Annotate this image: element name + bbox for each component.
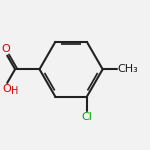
Text: Cl: Cl bbox=[81, 112, 92, 122]
Text: O: O bbox=[1, 44, 10, 54]
Text: H: H bbox=[11, 86, 18, 96]
Text: CH₃: CH₃ bbox=[118, 64, 138, 74]
Text: O: O bbox=[2, 84, 11, 94]
